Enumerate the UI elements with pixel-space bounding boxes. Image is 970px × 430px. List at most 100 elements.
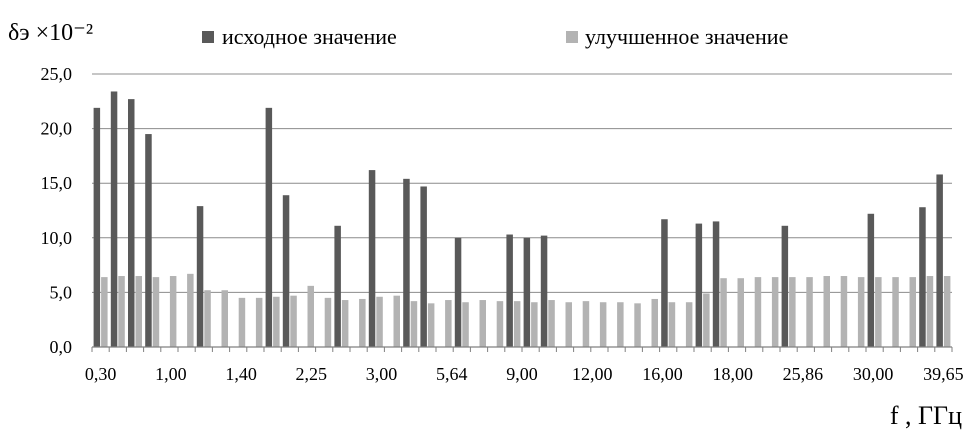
bar-original bbox=[712, 221, 720, 347]
legend-swatch-improved bbox=[566, 31, 578, 43]
bar-improved bbox=[445, 300, 452, 347]
bar-improved bbox=[101, 277, 108, 347]
y-tick-label: 25,0 bbox=[41, 64, 73, 84]
bar-improved bbox=[548, 300, 555, 347]
bar-original bbox=[282, 195, 290, 347]
x-tick-label: 18,00 bbox=[712, 364, 753, 384]
bar-improved bbox=[410, 301, 418, 347]
grid-lines bbox=[92, 73, 952, 293]
bar-original bbox=[867, 213, 875, 347]
bar-improved bbox=[789, 277, 796, 347]
bar-original bbox=[523, 237, 531, 347]
x-tick-label: 16,00 bbox=[642, 364, 683, 384]
x-tick-label: 2,25 bbox=[296, 364, 328, 384]
x-tick-label: 3,00 bbox=[366, 364, 398, 384]
bar-improved bbox=[152, 277, 160, 347]
bar-improved bbox=[892, 277, 899, 347]
y-tick-label: 10,0 bbox=[41, 228, 73, 248]
bar-improved bbox=[513, 301, 521, 347]
bar-original bbox=[403, 178, 410, 347]
bar-improved bbox=[204, 290, 211, 347]
bar-improved bbox=[135, 276, 142, 347]
y-tick-labels: 0,0 5,0 10,0 15,0 20,0 25,0 bbox=[41, 64, 73, 357]
bar-improved bbox=[238, 297, 246, 347]
y-tick-label: 5,0 bbox=[50, 282, 73, 302]
bar-improved bbox=[668, 302, 676, 347]
x-tick-label: 30,00 bbox=[853, 364, 894, 384]
bar-improved bbox=[307, 285, 314, 347]
x-tick-label: 0,30 bbox=[85, 364, 117, 384]
bar-original bbox=[919, 207, 926, 347]
x-tick-label: 9,00 bbox=[506, 364, 538, 384]
bar-improved bbox=[479, 300, 486, 347]
bar-original bbox=[661, 219, 668, 347]
bar-improved bbox=[118, 276, 125, 347]
bar-improved bbox=[341, 300, 349, 347]
x-tick-label: 12,00 bbox=[572, 364, 613, 384]
bar-improved bbox=[273, 296, 280, 347]
bar-improved bbox=[685, 302, 693, 347]
legend: исходное значение улучшенное значение bbox=[202, 24, 788, 49]
bar-original bbox=[420, 186, 427, 347]
bar-improved bbox=[857, 277, 865, 347]
bar-improved bbox=[737, 278, 744, 347]
bar-original bbox=[506, 234, 513, 347]
bar-improved bbox=[617, 302, 624, 347]
bar-improved bbox=[651, 298, 658, 347]
bar-improved bbox=[823, 276, 830, 347]
legend-swatch-original bbox=[202, 31, 214, 43]
bar-improved bbox=[565, 302, 572, 347]
bar-improved bbox=[720, 278, 727, 347]
bar-improved bbox=[875, 277, 882, 347]
x-tick-label: 39,65 bbox=[923, 364, 964, 384]
bar-improved bbox=[221, 290, 228, 347]
bar-improved bbox=[909, 277, 916, 347]
y-axis-label: δэ ×10⁻² bbox=[8, 20, 93, 46]
bar-original bbox=[93, 107, 101, 348]
bar-original bbox=[128, 99, 135, 347]
bar-improved bbox=[703, 293, 710, 347]
bar-original bbox=[110, 91, 118, 347]
bar-improved bbox=[255, 297, 263, 347]
bar-original bbox=[454, 237, 462, 347]
legend-label-improved: улучшенное значение bbox=[585, 24, 788, 49]
bar-improved bbox=[359, 298, 366, 347]
bar-improved bbox=[634, 303, 641, 347]
bar-improved bbox=[582, 301, 590, 347]
bar-original bbox=[695, 223, 703, 347]
bar-improved bbox=[943, 276, 951, 347]
y-tick-label: 15,0 bbox=[41, 173, 73, 193]
bar-improved bbox=[427, 303, 435, 347]
bar-original bbox=[368, 170, 376, 347]
x-axis-label: f , ГГц bbox=[890, 401, 962, 430]
bar-original bbox=[145, 134, 152, 347]
x-tick-label: 1,00 bbox=[155, 364, 187, 384]
bar-improved bbox=[169, 276, 177, 347]
bar-improved bbox=[599, 302, 607, 347]
x-tick-label: 25,86 bbox=[783, 364, 824, 384]
bar-improved bbox=[324, 297, 332, 347]
legend-label-original: исходное значение bbox=[222, 24, 397, 49]
bar-improved bbox=[754, 277, 762, 347]
bar-improved bbox=[462, 302, 469, 347]
y-tick-label: 20,0 bbox=[41, 119, 73, 139]
bar-improved bbox=[806, 277, 813, 347]
bar-original bbox=[265, 107, 273, 348]
y-tick-label: 0,0 bbox=[50, 337, 73, 357]
bar-original bbox=[540, 235, 548, 347]
bar-improved bbox=[496, 301, 504, 347]
bar-improved bbox=[290, 295, 297, 347]
bar-improved bbox=[187, 273, 194, 347]
bar-improved bbox=[393, 295, 400, 347]
x-tick-labels: 0,30 1,00 1,40 2,25 3,00 5,64 9,00 12,00 16,00 18… bbox=[85, 364, 964, 384]
bar-improved bbox=[840, 276, 848, 347]
bar-original bbox=[196, 206, 204, 347]
x-tick-label: 5,64 bbox=[436, 364, 468, 384]
x-tick-marks bbox=[91, 347, 953, 352]
x-tick-label: 1,40 bbox=[225, 364, 257, 384]
bar-original bbox=[334, 225, 341, 347]
bar-original bbox=[781, 225, 789, 347]
bar-improved bbox=[926, 276, 934, 347]
bar-improved bbox=[531, 302, 538, 347]
